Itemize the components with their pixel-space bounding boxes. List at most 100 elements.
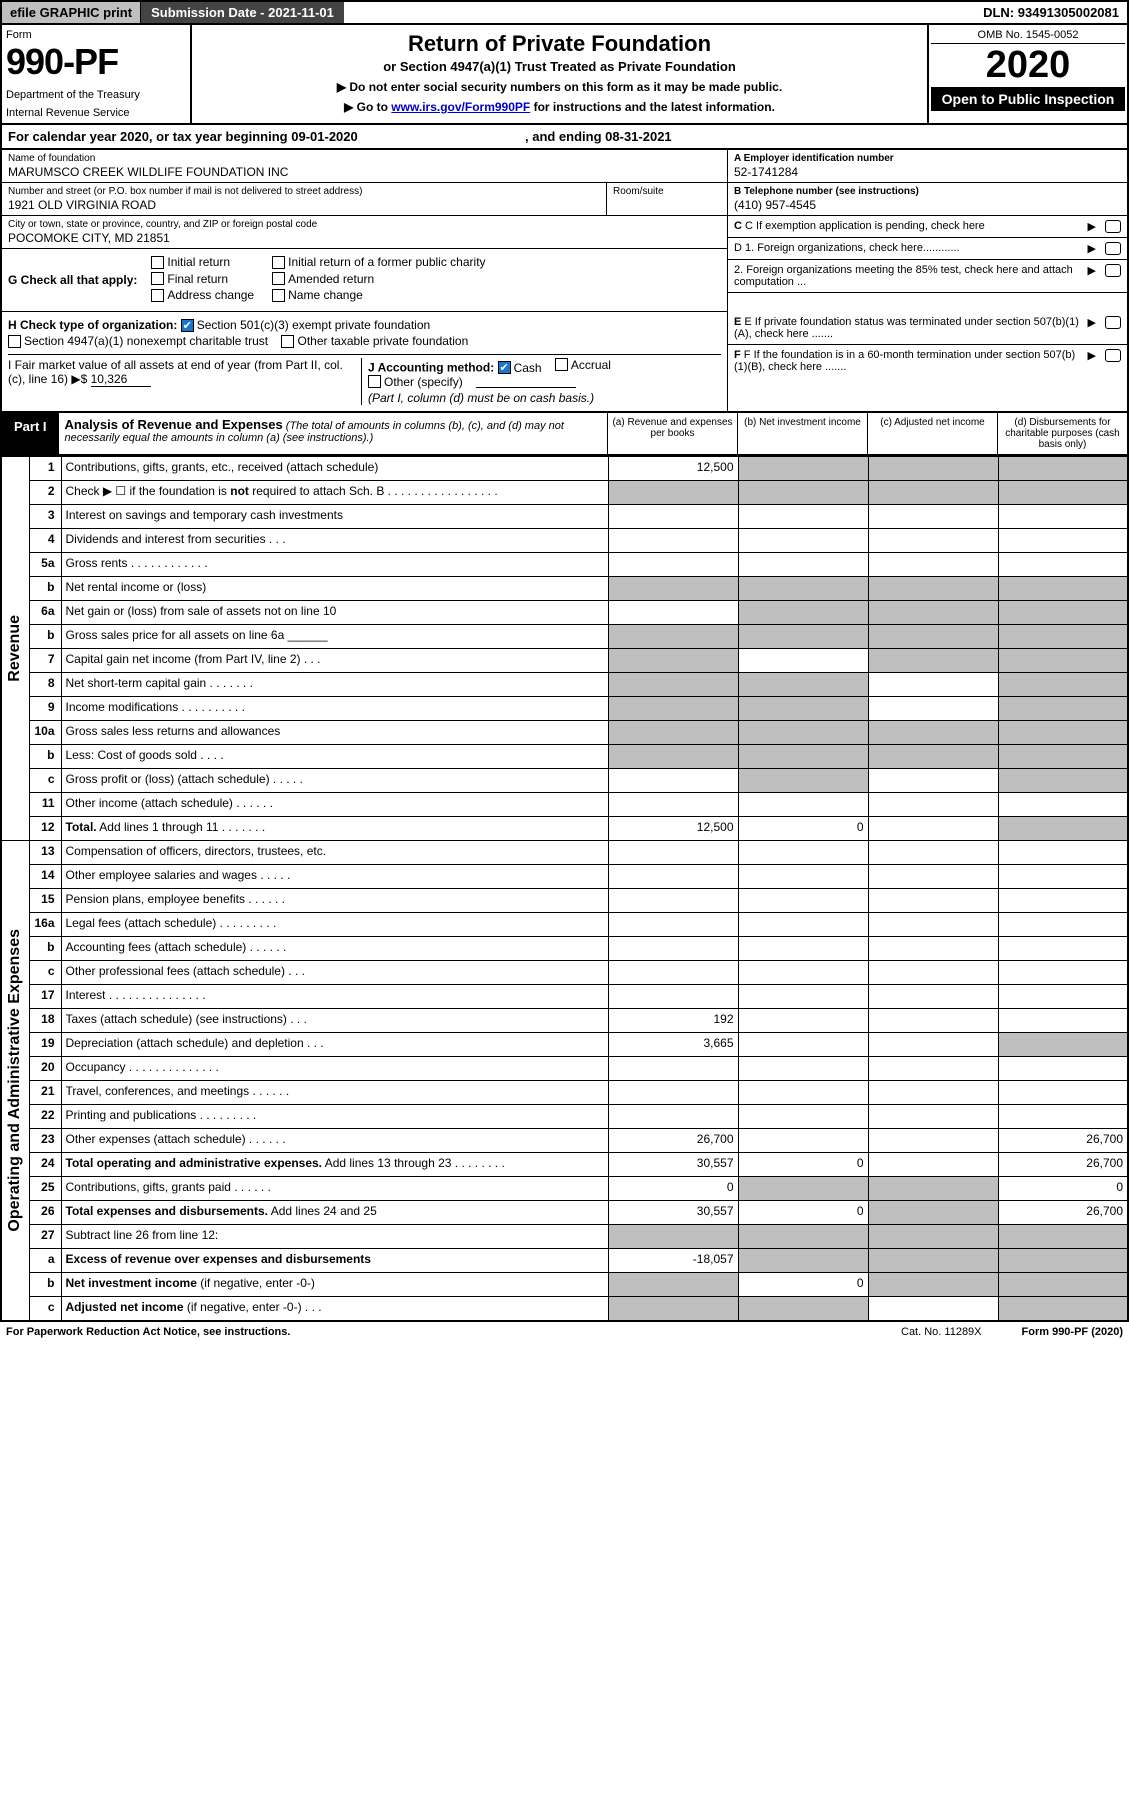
irs-link[interactable]: www.irs.gov/Form990PF xyxy=(391,100,530,114)
g-initial-return[interactable]: Initial return xyxy=(151,255,230,269)
cell-col-a xyxy=(608,961,738,985)
cell-col-d xyxy=(998,1297,1128,1321)
line-desc: Other expenses (attach schedule) . . . .… xyxy=(61,1129,608,1153)
cell-col-a xyxy=(608,913,738,937)
form-title: Return of Private Foundation xyxy=(198,31,921,57)
line-desc: Gross sales price for all assets on line… xyxy=(61,625,608,649)
cell-col-b: 0 xyxy=(738,1273,868,1297)
line-number: c xyxy=(29,961,61,985)
line-number: 20 xyxy=(29,1057,61,1081)
cell-col-d xyxy=(998,1081,1128,1105)
cell-col-d xyxy=(998,961,1128,985)
cell-col-b xyxy=(738,481,868,505)
cell-col-b: 0 xyxy=(738,817,868,841)
j-accounting: J Accounting method: ✔Cash Accrual Other… xyxy=(361,358,721,406)
g-address-change[interactable]: Address change xyxy=(151,288,254,302)
line-desc: Total expenses and disbursements. Add li… xyxy=(61,1201,608,1225)
line-desc: Contributions, gifts, grants, etc., rece… xyxy=(61,457,608,481)
j-cash[interactable]: ✔Cash xyxy=(498,361,542,375)
line-desc: Compensation of officers, directors, tru… xyxy=(61,841,608,865)
f-checkbox[interactable] xyxy=(1105,349,1121,362)
d2-row: 2. Foreign organizations meeting the 85%… xyxy=(728,260,1127,293)
h-4947[interactable]: Section 4947(a)(1) nonexempt charitable … xyxy=(8,334,268,348)
g-check-row: G Check all that apply: Initial return F… xyxy=(2,249,727,312)
line-desc: Adjusted net income (if negative, enter … xyxy=(61,1297,608,1321)
cell-col-b xyxy=(738,937,868,961)
j-accrual[interactable]: Accrual xyxy=(555,358,611,372)
table-row: Operating and Administrative Expenses13C… xyxy=(1,841,1128,865)
line-desc: Net investment income (if negative, ente… xyxy=(61,1273,608,1297)
cell-col-d xyxy=(998,505,1128,529)
line-number: 4 xyxy=(29,529,61,553)
line-number: 14 xyxy=(29,865,61,889)
c-exempt-row: C C If exemption application is pending,… xyxy=(728,216,1127,238)
cell-col-c xyxy=(868,1033,998,1057)
cell-col-c xyxy=(868,961,998,985)
g-initial-former[interactable]: Initial return of a former public charit… xyxy=(272,255,485,269)
line-desc: Contributions, gifts, grants paid . . . … xyxy=(61,1177,608,1201)
table-row: 19Depreciation (attach schedule) and dep… xyxy=(1,1033,1128,1057)
cell-col-a xyxy=(608,697,738,721)
cell-col-c xyxy=(868,1225,998,1249)
cell-col-c xyxy=(868,673,998,697)
h-other-taxable[interactable]: Other taxable private foundation xyxy=(281,334,468,348)
cell-col-b xyxy=(738,1033,868,1057)
cell-col-c xyxy=(868,1177,998,1201)
cell-col-c xyxy=(868,457,998,481)
cell-col-b xyxy=(738,457,868,481)
cell-col-d xyxy=(998,457,1128,481)
line-number: 9 xyxy=(29,697,61,721)
paperwork-notice: For Paperwork Reduction Act Notice, see … xyxy=(6,1326,290,1338)
cell-col-a xyxy=(608,529,738,553)
cell-col-c xyxy=(868,1057,998,1081)
line-desc: Net rental income or (loss) xyxy=(61,577,608,601)
g-amended-return[interactable]: Amended return xyxy=(272,272,374,286)
g-final-return[interactable]: Final return xyxy=(151,272,228,286)
j-other[interactable]: Other (specify) xyxy=(368,375,463,389)
table-row: aExcess of revenue over expenses and dis… xyxy=(1,1249,1128,1273)
cell-col-d: 26,700 xyxy=(998,1201,1128,1225)
cell-col-b xyxy=(738,1081,868,1105)
cell-col-b: 0 xyxy=(738,1201,868,1225)
d1-checkbox[interactable] xyxy=(1105,242,1121,255)
expenses-side-label: Operating and Administrative Expenses xyxy=(6,929,24,1232)
line-desc: Depreciation (attach schedule) and deple… xyxy=(61,1033,608,1057)
form-number: 990-PF xyxy=(6,41,186,83)
table-row: 25Contributions, gifts, grants paid . . … xyxy=(1,1177,1128,1201)
h-501c3[interactable]: ✔Section 501(c)(3) exempt private founda… xyxy=(181,318,430,332)
cell-col-c xyxy=(868,1201,998,1225)
cell-col-b xyxy=(738,889,868,913)
cell-col-c xyxy=(868,697,998,721)
cell-col-b xyxy=(738,649,868,673)
cell-col-c xyxy=(868,1129,998,1153)
street-cell: Number and street (or P.O. box number if… xyxy=(2,183,607,216)
table-row: 11Other income (attach schedule) . . . .… xyxy=(1,793,1128,817)
room-cell: Room/suite xyxy=(607,183,727,216)
line-number: 17 xyxy=(29,985,61,1009)
cell-col-a: 0 xyxy=(608,1177,738,1201)
e-checkbox[interactable] xyxy=(1105,316,1121,329)
table-row: Revenue1Contributions, gifts, grants, et… xyxy=(1,457,1128,481)
cell-col-c xyxy=(868,1081,998,1105)
d2-checkbox[interactable] xyxy=(1105,264,1121,277)
line-desc: Accounting fees (attach schedule) . . . … xyxy=(61,937,608,961)
cell-col-b xyxy=(738,553,868,577)
cell-col-c xyxy=(868,913,998,937)
line-desc: Gross sales less returns and allowances xyxy=(61,721,608,745)
c-checkbox[interactable] xyxy=(1105,220,1121,233)
line-number: 15 xyxy=(29,889,61,913)
cell-col-a xyxy=(608,865,738,889)
line-desc: Other professional fees (attach schedule… xyxy=(61,961,608,985)
efile-print-btn[interactable]: efile GRAPHIC print xyxy=(2,2,141,23)
cell-col-b xyxy=(738,601,868,625)
phone-cell: B Telephone number (see instructions) (4… xyxy=(728,183,1127,216)
cell-col-b xyxy=(738,697,868,721)
info-grid: Name of foundation MARUMSCO CREEK WILDLI… xyxy=(0,150,1129,312)
f-row: F F If the foundation is in a 60-month t… xyxy=(728,345,1127,377)
line-number: 27 xyxy=(29,1225,61,1249)
cell-col-d xyxy=(998,793,1128,817)
cell-col-a: 30,557 xyxy=(608,1153,738,1177)
part1-desc: Analysis of Revenue and Expenses (The to… xyxy=(59,413,607,454)
line-desc: Travel, conferences, and meetings . . . … xyxy=(61,1081,608,1105)
g-name-change[interactable]: Name change xyxy=(272,288,363,302)
